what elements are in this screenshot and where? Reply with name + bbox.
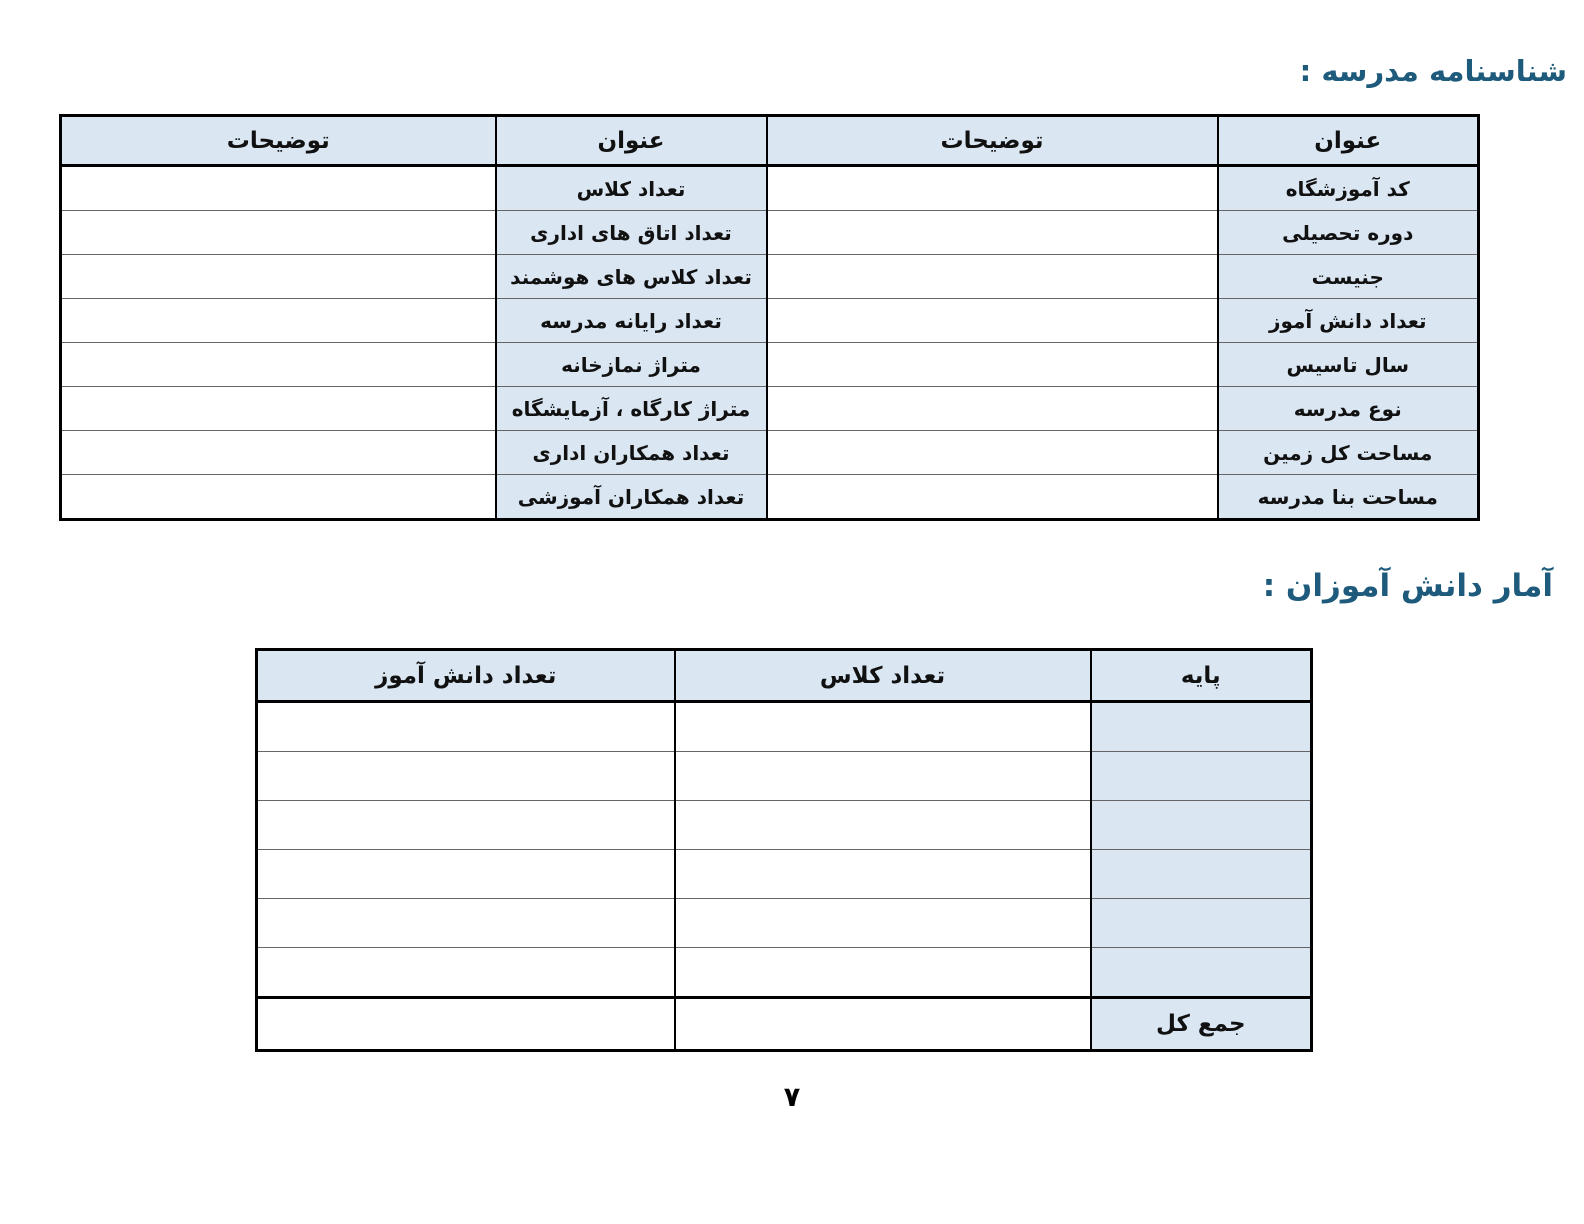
header-title-left: عنوان bbox=[494, 114, 768, 167]
header-description-right: توضیحات bbox=[765, 114, 1219, 167]
total-student-count-cell bbox=[255, 996, 676, 1051]
grade-cell bbox=[1089, 751, 1313, 801]
section2-title: آمار دانش آموزان : bbox=[1262, 568, 1553, 604]
class-count-cell bbox=[673, 701, 1092, 752]
description-cell bbox=[765, 342, 1219, 387]
description-cell bbox=[59, 430, 497, 475]
class-count-cell bbox=[673, 849, 1092, 899]
table-row bbox=[255, 701, 1313, 752]
table-row: جنیست تعداد کلاس های هوشمند bbox=[59, 254, 1480, 299]
class-count-cell bbox=[673, 751, 1092, 801]
description-cell bbox=[59, 474, 497, 520]
header-title-right: عنوان bbox=[1216, 114, 1480, 167]
table-row: مساحت بنا مدرسه تعداد همکاران آموزشی bbox=[59, 474, 1480, 520]
header-description-left: توضیحات bbox=[59, 114, 497, 167]
school-profile-table: عنوان توضیحات عنوان توضیحات کد آموزشگاه … bbox=[59, 114, 1480, 521]
description-cell bbox=[765, 165, 1219, 211]
total-row: جمع کل bbox=[255, 996, 1313, 1051]
grade-cell bbox=[1089, 849, 1313, 899]
description-cell bbox=[765, 386, 1219, 431]
student-count-cell bbox=[255, 800, 676, 850]
description-cell bbox=[765, 474, 1219, 520]
field-label: متراژ نمازخانه bbox=[494, 342, 768, 387]
field-label: تعداد اتاق های اداری bbox=[494, 210, 768, 255]
field-label: کد آموزشگاه bbox=[1216, 165, 1480, 211]
table-row bbox=[255, 947, 1313, 998]
field-label: جنیست bbox=[1216, 254, 1480, 299]
header-class-count: تعداد کلاس bbox=[673, 648, 1092, 703]
description-cell bbox=[59, 342, 497, 387]
student-count-cell bbox=[255, 898, 676, 948]
class-count-cell bbox=[673, 800, 1092, 850]
field-label: متراژ کارگاه ، آزمایشگاه bbox=[494, 386, 768, 431]
student-count-cell bbox=[255, 947, 676, 998]
description-cell bbox=[59, 254, 497, 299]
grade-cell bbox=[1089, 947, 1313, 998]
table-row: مساحت کل زمین تعداد همکاران اداری bbox=[59, 430, 1480, 475]
class-count-cell bbox=[673, 898, 1092, 948]
field-label: دوره تحصیلی bbox=[1216, 210, 1480, 255]
field-label: تعداد همکاران آموزشی bbox=[494, 474, 768, 520]
table-row: سال تاسیس متراژ نمازخانه bbox=[59, 342, 1480, 387]
description-cell bbox=[765, 254, 1219, 299]
section1-title: شناسنامه مدرسه : bbox=[1299, 54, 1567, 88]
student-statistics-header-row: پایه تعداد کلاس تعداد دانش آموز bbox=[255, 648, 1313, 703]
total-class-count-cell bbox=[673, 996, 1092, 1051]
total-label: جمع کل bbox=[1089, 996, 1313, 1051]
table-row: کد آموزشگاه تعداد کلاس bbox=[59, 165, 1480, 211]
student-count-cell bbox=[255, 701, 676, 752]
student-count-cell bbox=[255, 849, 676, 899]
grade-cell bbox=[1089, 701, 1313, 752]
field-label: مساحت بنا مدرسه bbox=[1216, 474, 1480, 520]
school-profile-header-row: عنوان توضیحات عنوان توضیحات bbox=[59, 114, 1480, 167]
table-row bbox=[255, 800, 1313, 850]
description-cell bbox=[59, 386, 497, 431]
student-statistics-table: پایه تعداد کلاس تعداد دانش آموز bbox=[255, 648, 1313, 1052]
description-cell bbox=[59, 210, 497, 255]
grade-cell bbox=[1089, 898, 1313, 948]
field-label: تعداد رایانه مدرسه bbox=[494, 298, 768, 343]
field-label: نوع مدرسه bbox=[1216, 386, 1480, 431]
table-row: نوع مدرسه متراژ کارگاه ، آزمایشگاه bbox=[59, 386, 1480, 431]
field-label: مساحت کل زمین bbox=[1216, 430, 1480, 475]
description-cell bbox=[59, 165, 497, 211]
table-row bbox=[255, 849, 1313, 899]
grade-cell bbox=[1089, 800, 1313, 850]
table-row bbox=[255, 751, 1313, 801]
student-count-cell bbox=[255, 751, 676, 801]
table-row bbox=[255, 898, 1313, 948]
field-label: تعداد کلاس های هوشمند bbox=[494, 254, 768, 299]
description-cell bbox=[59, 298, 497, 343]
class-count-cell bbox=[673, 947, 1092, 998]
table-row: تعداد دانش آموز تعداد رایانه مدرسه bbox=[59, 298, 1480, 343]
field-label: تعداد دانش آموز bbox=[1216, 298, 1480, 343]
description-cell bbox=[765, 210, 1219, 255]
description-cell bbox=[765, 430, 1219, 475]
field-label: تعداد همکاران اداری bbox=[494, 430, 768, 475]
header-student-count: تعداد دانش آموز bbox=[255, 648, 676, 703]
page-number: ۷ bbox=[783, 1082, 801, 1113]
field-label: تعداد کلاس bbox=[494, 165, 768, 211]
field-label: سال تاسیس bbox=[1216, 342, 1480, 387]
header-grade: پایه bbox=[1089, 648, 1313, 703]
table-row: دوره تحصیلی تعداد اتاق های اداری bbox=[59, 210, 1480, 255]
description-cell bbox=[765, 298, 1219, 343]
